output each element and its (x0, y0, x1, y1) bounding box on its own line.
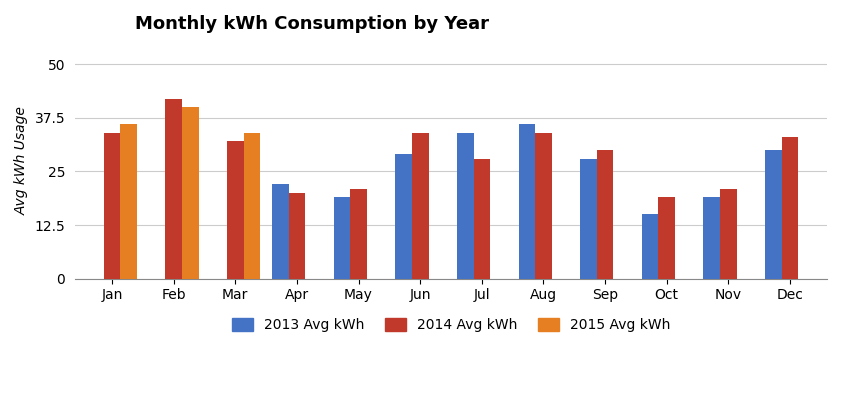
Bar (412, 133, 429, 279)
Legend: 2013 Avg kWh, 2014 Avg kWh, 2015 Avg kWh: 2013 Avg kWh, 2014 Avg kWh, 2015 Avg kWh (226, 313, 676, 338)
Bar (104, 133, 120, 279)
Bar (473, 159, 490, 279)
Bar (333, 197, 350, 279)
Bar (658, 197, 675, 279)
Bar (703, 197, 720, 279)
Bar (243, 133, 260, 279)
Bar (457, 133, 473, 279)
Bar (536, 133, 552, 279)
Bar (227, 142, 243, 279)
Bar (597, 150, 614, 279)
Bar (289, 193, 306, 279)
Bar (781, 137, 798, 279)
Text: Monthly kWh Consumption by Year: Monthly kWh Consumption by Year (136, 15, 489, 33)
Y-axis label: Avg kWh Usage: Avg kWh Usage (15, 106, 29, 215)
Bar (642, 214, 658, 279)
Bar (765, 150, 781, 279)
Bar (120, 124, 137, 279)
Bar (720, 188, 737, 279)
Bar (580, 159, 597, 279)
Bar (350, 188, 367, 279)
Bar (272, 184, 289, 279)
Bar (519, 124, 536, 279)
Bar (165, 98, 182, 279)
Bar (395, 154, 412, 279)
Bar (182, 107, 199, 279)
